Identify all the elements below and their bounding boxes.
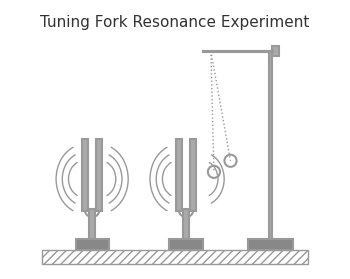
Bar [269,51,272,250]
Bar [190,140,196,211]
Bar [176,140,182,211]
Bar [76,239,109,250]
Bar [96,140,102,211]
Bar [248,239,293,250]
Text: Tuning Fork Resonance Experiment: Tuning Fork Resonance Experiment [40,15,310,30]
Bar [183,209,189,239]
Bar [42,250,308,264]
Circle shape [208,166,220,178]
Bar [82,140,88,211]
Bar [169,239,203,250]
Bar [272,46,279,56]
Bar [89,209,95,239]
Bar [42,250,308,261]
Circle shape [224,155,237,167]
